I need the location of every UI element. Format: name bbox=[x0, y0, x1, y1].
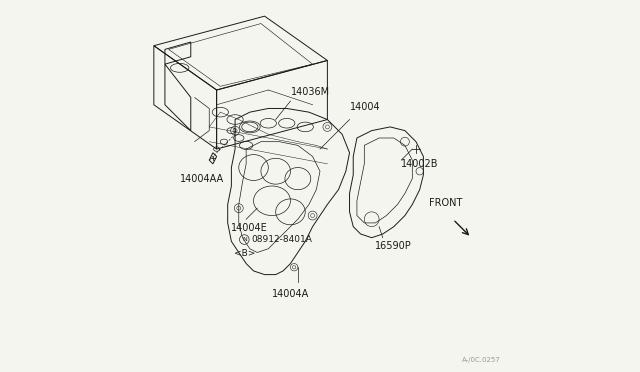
Text: A-/0C.0257: A-/0C.0257 bbox=[462, 357, 501, 363]
Text: 14004AA: 14004AA bbox=[180, 174, 224, 184]
Text: 16590P: 16590P bbox=[376, 241, 412, 251]
Text: 14036M: 14036M bbox=[291, 87, 330, 97]
Text: 14002B: 14002B bbox=[401, 159, 439, 169]
Text: FRONT: FRONT bbox=[429, 198, 462, 208]
Text: 14004: 14004 bbox=[349, 102, 380, 112]
Text: 14004A: 14004A bbox=[272, 289, 309, 299]
Text: <B>: <B> bbox=[234, 249, 255, 258]
Text: N: N bbox=[242, 237, 246, 242]
Text: 08912-8401A: 08912-8401A bbox=[251, 235, 312, 244]
Text: 14004E: 14004E bbox=[232, 223, 268, 233]
